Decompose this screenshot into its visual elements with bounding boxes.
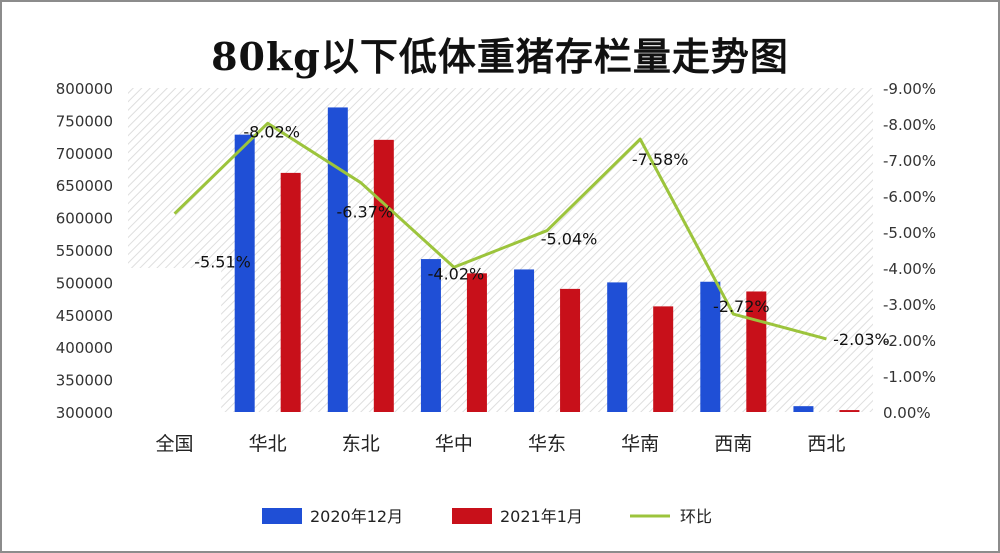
bar-2020-12-2: [327, 107, 348, 412]
bar-2021-01-1: [280, 172, 301, 412]
right-tick-label: -6.00%: [883, 188, 936, 206]
left-tick-label: 400000: [56, 339, 113, 357]
left-tick-label: 500000: [56, 274, 113, 292]
category-label: 华北: [249, 433, 287, 455]
bar-2020-12-7: [793, 406, 814, 412]
left-tick-label: 300000: [56, 404, 113, 422]
bar-2021-01-7: [839, 410, 860, 412]
bar-2020-12-4: [514, 269, 535, 412]
line-data-label: -6.37%: [337, 203, 394, 222]
right-tick-label: -9.00%: [883, 80, 936, 98]
right-tick-label: -8.00%: [883, 116, 936, 134]
category-label: 全国: [156, 433, 194, 455]
left-tick-label: 650000: [56, 177, 113, 195]
left-tick-label: 600000: [56, 210, 113, 228]
left-tick-label: 550000: [56, 242, 113, 260]
line-data-label: -5.51%: [194, 253, 251, 272]
chart-title: 80kg以下低体重猪存栏量走势图: [211, 34, 789, 79]
left-tick-label: 800000: [56, 80, 113, 98]
line-data-label: -5.04%: [541, 230, 598, 249]
plot-background: [221, 88, 873, 412]
category-label: 华中: [435, 433, 473, 455]
line-data-label: -2.72%: [713, 297, 770, 316]
line-data-label: -2.03%: [833, 330, 890, 349]
category-label: 西南: [714, 433, 752, 455]
bar-2021-01-3: [466, 273, 487, 412]
bar-2020-12-1: [234, 134, 255, 412]
category-label: 东北: [342, 433, 380, 455]
right-tick-label: -3.00%: [883, 296, 936, 314]
bar-2020-12-5: [607, 282, 628, 412]
bar-2021-01-2: [373, 139, 394, 412]
right-tick-label: -4.00%: [883, 260, 936, 278]
huanbi-line: [173, 121, 827, 341]
legend-swatch: [452, 508, 492, 524]
legend-label: 2021年1月: [500, 507, 583, 526]
left-tick-label: 450000: [56, 307, 113, 325]
legend-label: 2020年12月: [310, 507, 403, 526]
bar-2021-01-5: [653, 306, 674, 412]
bar-2020-12-6: [700, 281, 721, 412]
category-label: 华东: [528, 433, 566, 455]
plot-background-left: [128, 88, 222, 268]
line-data-label: -7.58%: [632, 150, 689, 169]
right-tick-label: -1.00%: [883, 368, 936, 386]
left-tick-label: 750000: [56, 112, 113, 130]
left-tick-label: 700000: [56, 145, 113, 163]
right-tick-label: -7.00%: [883, 152, 936, 170]
category-label: 华南: [621, 433, 659, 455]
bar-2020-12-3: [420, 259, 441, 412]
category-label: 西北: [807, 433, 845, 455]
bar-2021-01-4: [560, 288, 581, 412]
right-tick-label: -2.00%: [883, 332, 936, 350]
right-tick-label: -5.00%: [883, 224, 936, 242]
legend-swatch: [262, 508, 302, 524]
legend-label: 环比: [680, 507, 712, 526]
left-tick-label: 350000: [56, 372, 113, 390]
line-data-label: -4.02%: [428, 264, 485, 283]
line-data-label: -8.02%: [243, 122, 300, 141]
right-tick-label: 0.00%: [883, 404, 931, 422]
